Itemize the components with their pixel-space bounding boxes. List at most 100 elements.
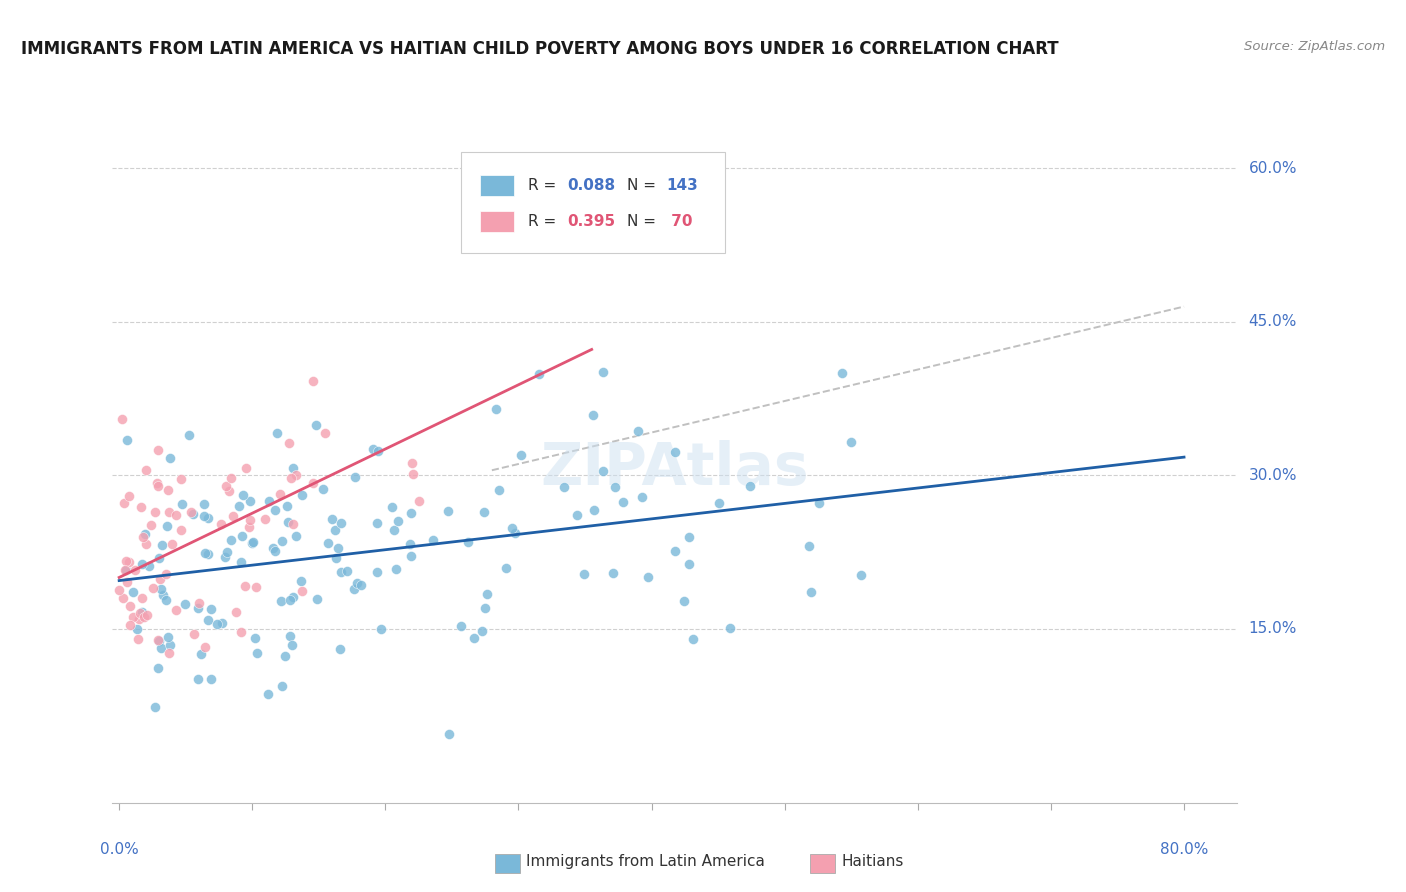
Point	[399, 549, 422, 563]
Point	[193, 498, 215, 512]
Point	[156, 483, 179, 497]
Point	[553, 480, 575, 494]
Point	[402, 467, 425, 481]
Point	[200, 672, 222, 686]
Point	[135, 463, 157, 477]
Point	[485, 402, 508, 417]
Point	[122, 610, 145, 624]
Point	[128, 606, 150, 620]
Point	[605, 480, 627, 494]
Point	[346, 575, 368, 590]
Point	[156, 519, 179, 533]
Point	[136, 607, 159, 622]
Point	[180, 505, 202, 519]
Point	[264, 544, 287, 558]
Point	[382, 523, 405, 537]
Point	[488, 483, 510, 497]
Point	[565, 508, 588, 522]
Point	[285, 467, 308, 482]
Text: 30.0%: 30.0%	[1249, 468, 1296, 483]
Point	[165, 603, 187, 617]
Text: 143: 143	[666, 178, 697, 194]
Text: 45.0%: 45.0%	[1249, 314, 1296, 329]
Point	[114, 563, 136, 577]
Point	[343, 582, 366, 596]
Text: Haitians: Haitians	[841, 855, 904, 870]
FancyBboxPatch shape	[481, 211, 515, 232]
Point	[631, 491, 654, 505]
Point	[800, 585, 823, 599]
Point	[152, 588, 174, 602]
Point	[117, 489, 139, 503]
Point	[291, 488, 314, 502]
Point	[672, 594, 695, 608]
Point	[218, 483, 240, 498]
Point	[235, 579, 257, 593]
Point	[316, 535, 339, 549]
Point	[120, 599, 142, 614]
Point	[270, 593, 292, 607]
Point	[183, 627, 205, 641]
Point	[664, 544, 686, 558]
Text: 80.0%: 80.0%	[1160, 842, 1208, 856]
Point	[281, 517, 304, 532]
Point	[125, 622, 148, 636]
Point	[128, 612, 150, 626]
Point	[278, 630, 301, 644]
Point	[131, 557, 153, 571]
Point	[214, 549, 236, 564]
Point	[277, 435, 299, 450]
Point	[235, 461, 257, 475]
Point	[328, 541, 350, 555]
Point	[678, 530, 700, 544]
Point	[329, 641, 352, 656]
Point	[330, 566, 353, 580]
Point	[129, 500, 152, 514]
Point	[398, 537, 420, 551]
Point	[572, 566, 595, 581]
Point	[246, 646, 269, 660]
Point	[200, 602, 222, 616]
FancyBboxPatch shape	[495, 854, 520, 873]
Point	[159, 638, 181, 652]
Point	[114, 563, 136, 577]
Point	[387, 514, 409, 528]
Point	[108, 582, 131, 597]
Point	[831, 366, 853, 380]
Point	[157, 505, 180, 519]
Point	[177, 428, 200, 442]
Point	[148, 634, 170, 648]
Point	[156, 630, 179, 644]
Point	[305, 592, 328, 607]
Point	[262, 541, 284, 556]
Point	[280, 471, 302, 485]
Point	[385, 562, 408, 576]
Text: IMMIGRANTS FROM LATIN AMERICA VS HAITIAN CHILD POVERTY AMONG BOYS UNDER 16 CORRE: IMMIGRANTS FROM LATIN AMERICA VS HAITIAN…	[21, 40, 1059, 58]
Point	[254, 511, 277, 525]
Point	[474, 505, 496, 519]
Text: ZIPAtlas: ZIPAtlas	[540, 441, 810, 498]
Point	[266, 426, 288, 441]
Point	[740, 479, 762, 493]
Point	[510, 448, 533, 462]
FancyBboxPatch shape	[461, 153, 725, 253]
Point	[145, 505, 167, 519]
Point	[143, 700, 166, 714]
Text: 0.395: 0.395	[567, 214, 614, 229]
Point	[134, 610, 156, 624]
Point	[209, 517, 232, 532]
Point	[664, 445, 686, 459]
Point	[197, 510, 219, 524]
Point	[527, 367, 550, 381]
Point	[370, 622, 392, 636]
Point	[381, 500, 404, 514]
Point	[183, 507, 205, 521]
Point	[582, 502, 605, 516]
Point	[501, 521, 523, 535]
Point	[602, 566, 624, 580]
Point	[301, 374, 323, 388]
Point	[160, 537, 183, 551]
Point	[194, 640, 217, 655]
Point	[238, 520, 260, 534]
Point	[718, 621, 741, 635]
